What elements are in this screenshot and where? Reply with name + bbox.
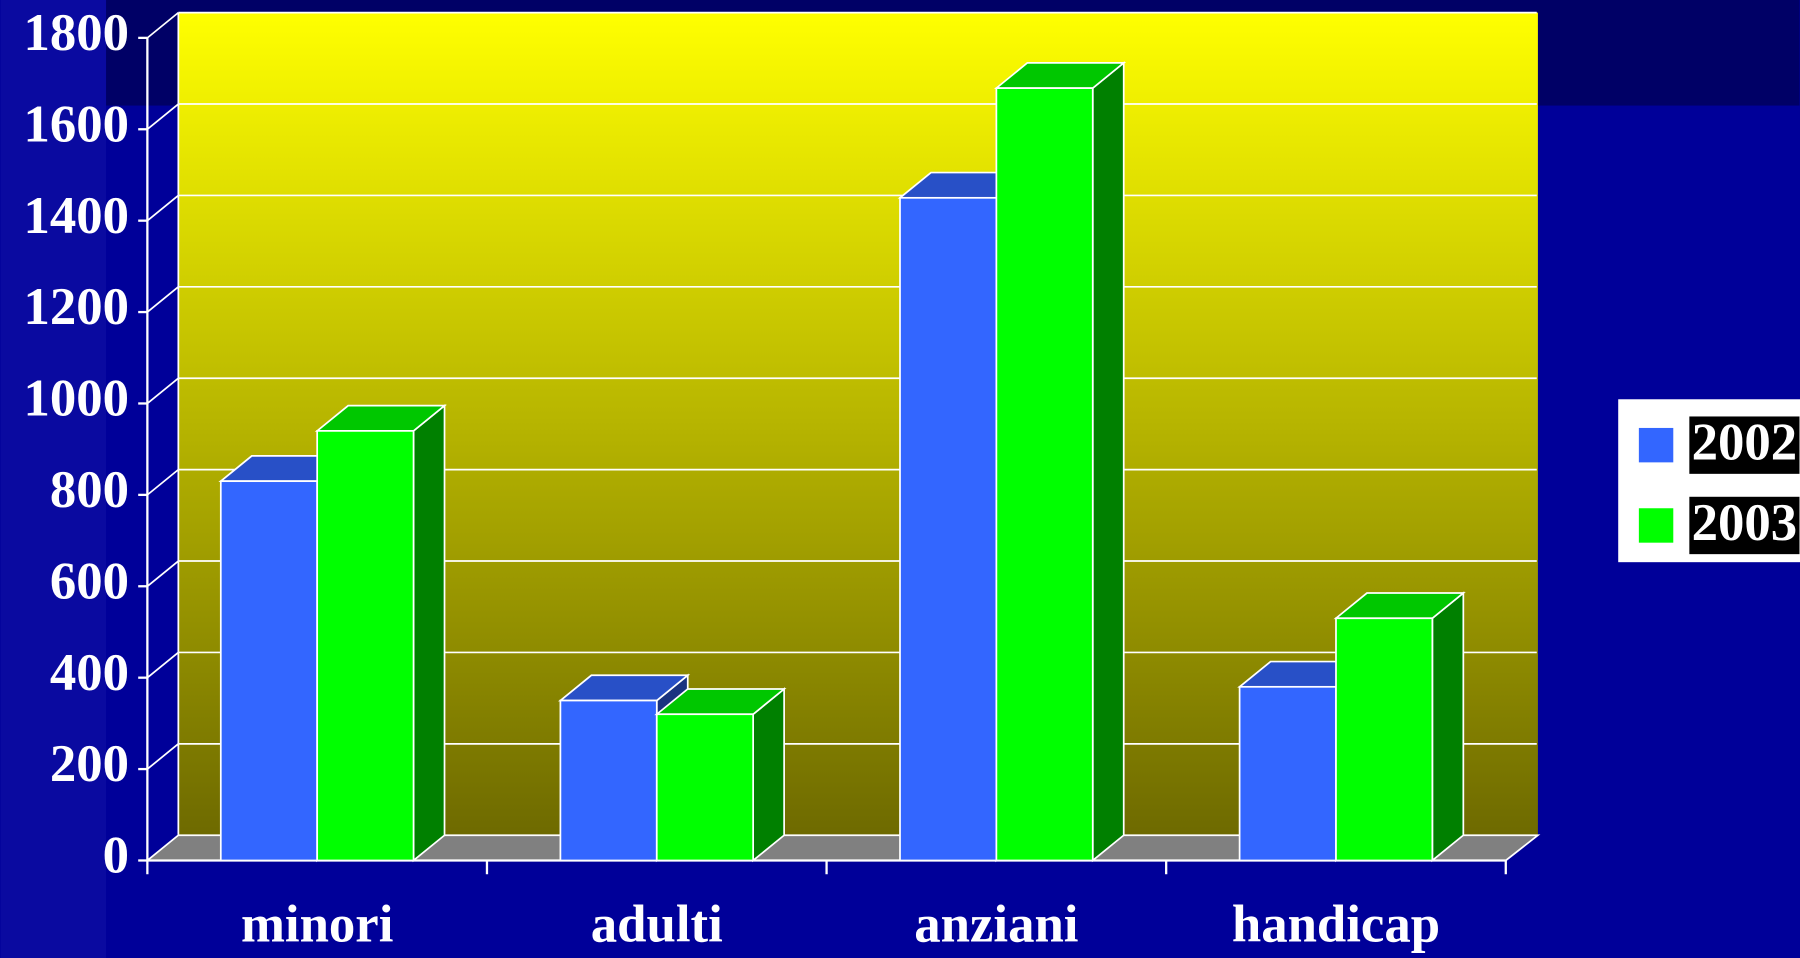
bar [219, 480, 319, 862]
grid-line [146, 468, 179, 496]
legend-swatch [1638, 427, 1674, 463]
y-tick-label: 1600 [23, 95, 129, 153]
y-tick-label: 0 [103, 827, 129, 885]
bar [655, 713, 755, 862]
left-band [0, 0, 107, 958]
bar [899, 196, 998, 862]
bar-side [1091, 61, 1125, 863]
grid-line [146, 560, 179, 587]
y-tick-label: 600 [50, 552, 129, 610]
grid-line [146, 103, 179, 130]
y-tick-label: 400 [50, 644, 129, 702]
y-tick-label: 1400 [23, 187, 129, 245]
y-tick-label: 800 [50, 461, 129, 519]
grid-line [146, 286, 179, 313]
x-tick-label: handicap [1232, 895, 1440, 953]
grid-line [146, 651, 179, 679]
x-tick-label: adulti [591, 895, 723, 953]
bar-side [412, 403, 446, 863]
bar-side [1431, 591, 1465, 863]
y-tick-label: 1800 [23, 4, 129, 62]
legend-label-bg [1689, 416, 1800, 474]
legend-label-bg [1689, 496, 1800, 555]
grid-line [146, 194, 179, 222]
grid-line [146, 743, 179, 770]
bar [1238, 685, 1337, 862]
bar-side [752, 687, 785, 863]
x-tick-label: minori [241, 895, 393, 953]
grid-line [146, 11, 179, 39]
y-tick-label: 1200 [23, 278, 129, 336]
legend-label: 2003 [1692, 494, 1798, 552]
y-tick-label: 1000 [23, 370, 129, 428]
y-tick-label: 200 [50, 735, 129, 793]
bar [316, 430, 415, 862]
legend-label: 2002 [1692, 414, 1798, 472]
bar [559, 699, 658, 862]
legend-swatch [1638, 508, 1674, 543]
bar [1335, 617, 1434, 862]
grid-line [146, 377, 179, 405]
x-tick-label: anziani [914, 895, 1078, 953]
bar [995, 87, 1094, 862]
